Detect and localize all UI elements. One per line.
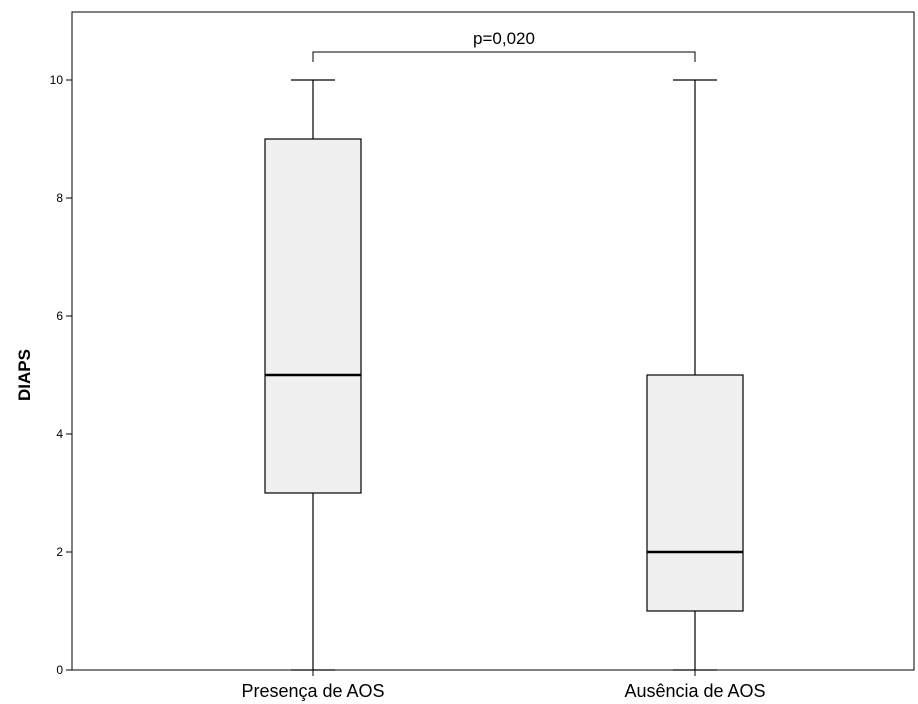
iqr-box: [264, 138, 362, 494]
y-tick-label: 8: [56, 191, 63, 205]
y-tick-label: 10: [50, 73, 64, 87]
x-tick-label: Ausência de AOS: [624, 681, 765, 701]
y-tick-label: 4: [56, 427, 63, 441]
axes: [71, 11, 915, 676]
significance-annotation: p=0,020: [312, 29, 696, 62]
boxes: [264, 79, 744, 671]
x-tick-label: Presença de AOS: [241, 681, 384, 701]
iqr-box: [646, 374, 744, 612]
y-axis-label: DIAPS: [15, 349, 34, 401]
y-tick-label: 6: [56, 309, 63, 323]
box-2: [646, 79, 744, 671]
box-1: [264, 79, 362, 671]
plot-frame: [71, 11, 915, 671]
x-tick-labels: Presença de AOS Ausência de AOS: [241, 681, 765, 701]
y-tick-label: 2: [56, 545, 63, 559]
p-value-label: p=0,020: [473, 29, 535, 48]
significance-bracket: [312, 51, 696, 62]
y-tick-label: 0: [56, 663, 63, 677]
y-ticks: 0 2 4 6 8 10: [50, 73, 72, 677]
